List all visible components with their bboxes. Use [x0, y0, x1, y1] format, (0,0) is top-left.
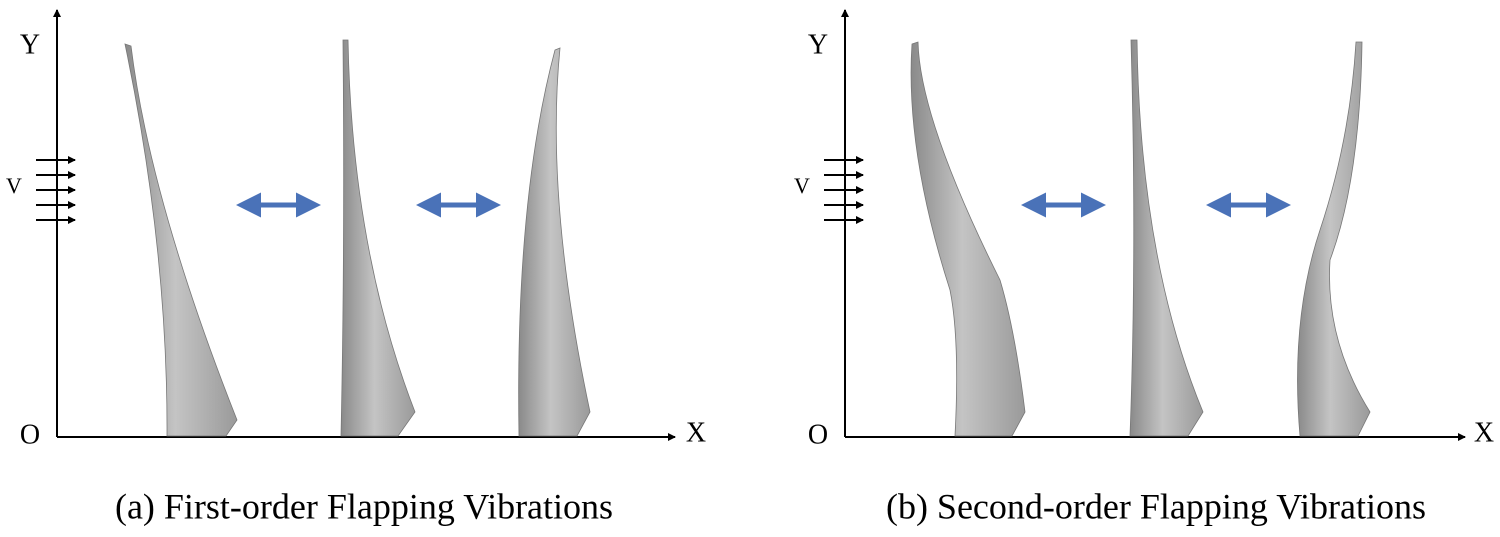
x-axis-label: X: [1474, 417, 1494, 448]
wind-arrows: [36, 156, 76, 224]
blade: [518, 47, 591, 437]
wind-label: V: [794, 173, 810, 198]
wind-arrows: [824, 156, 864, 224]
origin-label: O: [808, 419, 828, 450]
blade: [340, 39, 416, 437]
y-axis-label: Y: [20, 29, 40, 60]
origin-label: O: [20, 419, 40, 450]
panel-a: Y O X V (a) First-order Flapping Vibrati…: [6, 9, 706, 526]
caption: (b) Second-order Flapping Vibrations: [886, 486, 1426, 526]
blade: [910, 41, 1026, 437]
y-axis-label: Y: [808, 29, 828, 60]
caption: (a) First-order Flapping Vibrations: [115, 486, 613, 526]
x-axis-label: X: [686, 417, 706, 448]
blade: [124, 43, 238, 437]
wind-label: V: [6, 173, 22, 198]
blade: [1129, 39, 1204, 437]
blade: [1297, 41, 1371, 437]
panel-b: Y O X V (b) Second-order Flapping Vibrat…: [794, 9, 1494, 526]
